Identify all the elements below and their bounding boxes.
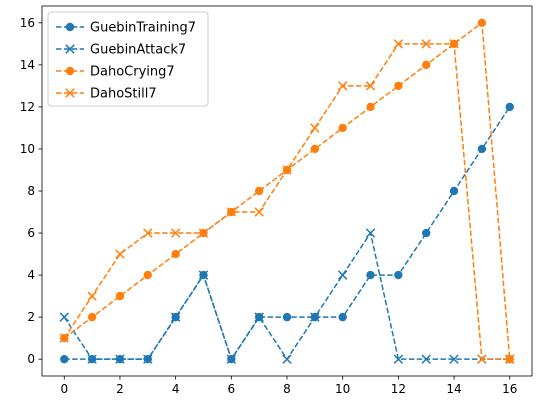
data-point <box>170 312 181 322</box>
legend-marker <box>65 44 75 54</box>
data-point <box>87 291 97 301</box>
data-point <box>60 354 69 364</box>
data-point <box>115 249 125 259</box>
data-point <box>143 228 153 238</box>
x-tick-label: 2 <box>116 382 124 396</box>
data-point <box>337 81 348 91</box>
data-point <box>394 81 403 91</box>
x-tick-label: 14 <box>446 382 461 396</box>
data-point <box>365 228 376 238</box>
legend: GuebinTraining7 GuebinAttack7 DahoCrying7 D… <box>47 11 209 107</box>
x-tick-label: 16 <box>502 382 517 396</box>
data-point <box>115 354 125 364</box>
legend-label: GuebinTraining7 <box>90 21 196 36</box>
legend-label: GuebinAttack7 <box>90 43 186 58</box>
data-point <box>393 39 404 49</box>
data-point <box>365 81 376 91</box>
x-tick-label: 10 <box>335 382 350 396</box>
y-tick-label: 2 <box>27 310 35 324</box>
x-tick-label: 6 <box>227 382 235 396</box>
data-point <box>143 270 152 280</box>
data-point <box>310 144 320 154</box>
data-point <box>198 270 209 280</box>
data-point <box>366 102 375 112</box>
data-point <box>422 60 431 70</box>
y-tick-label: 12 <box>20 100 35 114</box>
legend-entry: GuebinTraining7 <box>56 21 196 36</box>
data-point <box>394 270 403 280</box>
data-point <box>282 354 292 364</box>
data-point <box>366 270 375 280</box>
data-point <box>477 354 487 364</box>
data-point <box>282 312 292 322</box>
y-tick-label: 4 <box>27 268 35 282</box>
legend-label: DahoStill7 <box>90 87 157 102</box>
data-point <box>198 228 209 238</box>
data-point <box>115 291 125 301</box>
y-tick-label: 10 <box>20 142 35 156</box>
data-point <box>310 123 320 133</box>
data-point <box>226 354 237 364</box>
data-point <box>477 18 487 28</box>
y-tick-label: 0 <box>27 352 35 366</box>
data-point <box>505 102 514 112</box>
data-point <box>254 186 264 196</box>
series-3 <box>59 39 515 364</box>
data-point <box>421 39 431 49</box>
data-point <box>226 207 237 217</box>
data-point <box>422 228 431 238</box>
data-point <box>338 312 347 322</box>
data-point <box>477 144 487 154</box>
data-point <box>310 312 320 322</box>
series-layer <box>59 18 515 364</box>
data-point <box>59 312 70 322</box>
y-tick-label: 14 <box>20 58 35 72</box>
legend-entry: DahoCrying7 <box>56 65 175 80</box>
data-point <box>170 228 181 238</box>
legend-box <box>47 11 209 107</box>
data-point <box>449 354 459 364</box>
legend-marker <box>65 88 75 98</box>
legend-entry: DahoStill7 <box>56 87 157 102</box>
data-point <box>59 333 70 343</box>
data-point <box>338 123 347 133</box>
x-tick-label: 4 <box>172 382 180 396</box>
data-point <box>449 39 459 49</box>
x-tick-label: 0 <box>60 382 68 396</box>
legend-entry: GuebinAttack7 <box>56 43 186 58</box>
legend-marker <box>65 66 75 76</box>
x-tick-label: 8 <box>283 382 291 396</box>
y-tick-label: 6 <box>27 226 35 240</box>
legend-marker <box>65 22 75 32</box>
y-tick-label: 8 <box>27 184 35 198</box>
data-point <box>254 207 264 217</box>
series-1 <box>59 228 515 364</box>
axes-layer: 0 2 4 6 8 10 12 14 16 0 2 4 6 8 10 12 14 16 <box>20 5 533 396</box>
data-point <box>504 354 515 364</box>
data-point <box>171 249 180 259</box>
data-point <box>143 354 153 364</box>
data-point <box>87 354 97 364</box>
data-point <box>421 354 431 364</box>
data-point <box>254 312 264 322</box>
x-tick-label: 12 <box>391 382 406 396</box>
data-point <box>337 270 348 280</box>
legend-label: DahoCrying7 <box>90 65 175 80</box>
y-tick-label: 16 <box>20 16 35 30</box>
data-point <box>449 186 459 196</box>
data-point <box>393 354 404 364</box>
data-point <box>87 312 97 322</box>
data-point <box>282 165 292 175</box>
